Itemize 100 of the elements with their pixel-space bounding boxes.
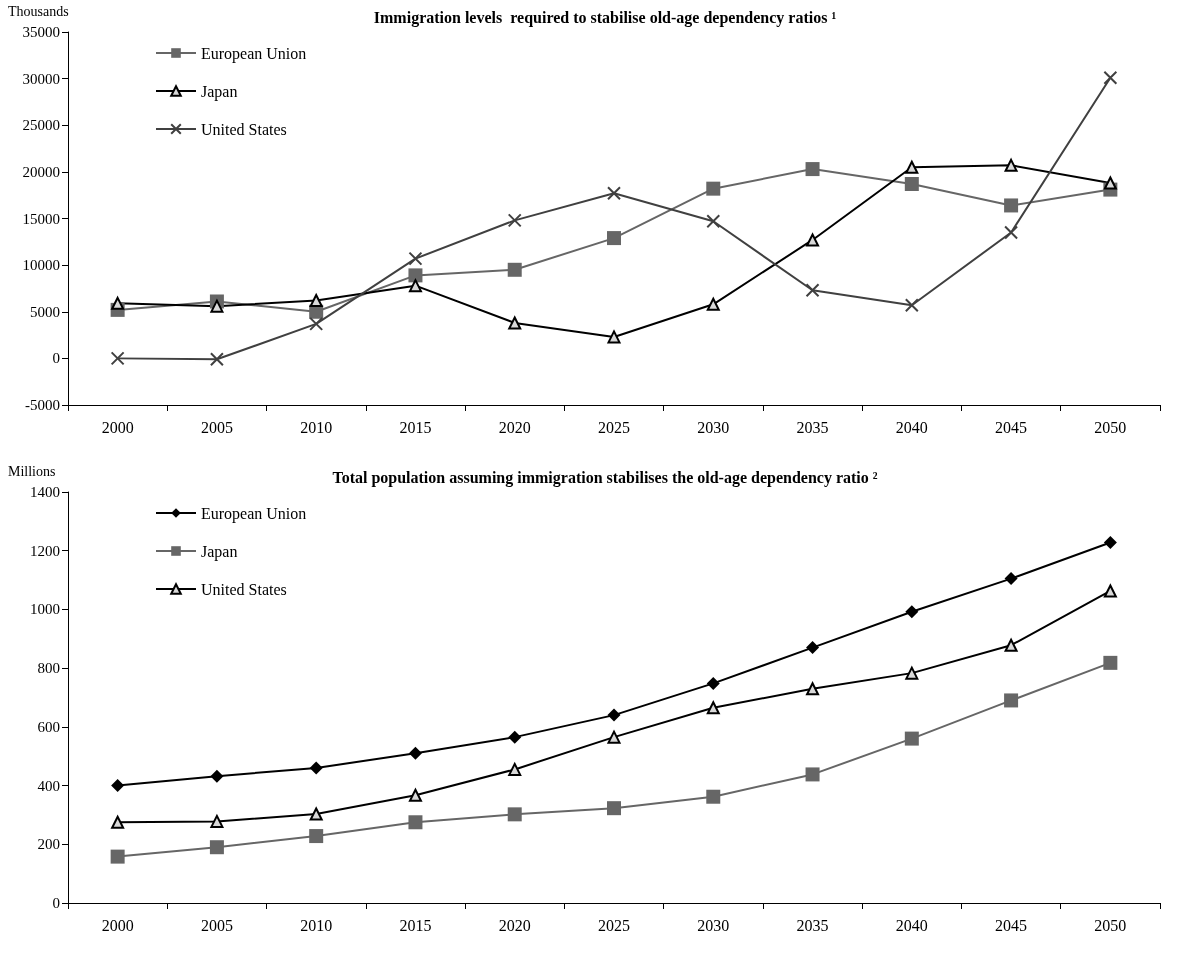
point [309, 807, 323, 821]
point [508, 762, 522, 776]
point [905, 160, 919, 174]
x-tick-label: 2020 [498, 418, 531, 436]
legend-label: United States [201, 580, 287, 598]
point [905, 666, 919, 680]
y-tick-label: -5000 [25, 397, 60, 413]
point [607, 730, 621, 744]
x-tick-label: 2005 [200, 418, 233, 436]
legend-label: European Union [201, 504, 307, 523]
point [110, 351, 125, 366]
chart-title: Immigration levels required to stabilise old-age dependency ratios ¹ [373, 8, 837, 27]
x-tick-label: 2050 [1094, 418, 1127, 436]
point [507, 262, 522, 277]
x-tick-label: 2010 [300, 916, 333, 934]
point [408, 815, 423, 830]
point [309, 829, 324, 844]
point [1103, 584, 1117, 598]
point [706, 214, 721, 229]
legend-label: Japan [201, 542, 238, 561]
x-tick-label: 2040 [895, 916, 928, 934]
y-tick-label: 10000 [22, 257, 60, 274]
x-tick-label: 2025 [598, 916, 630, 934]
x-tick-label: 2000 [101, 916, 134, 934]
point [209, 352, 224, 367]
chart-title: Total population assuming immigration stabilises the old-age dependency ratio ² [332, 468, 878, 487]
point [1004, 158, 1018, 172]
point [706, 789, 721, 804]
point [806, 641, 820, 655]
point [507, 213, 522, 228]
point [1103, 176, 1117, 190]
x-tick-label: 2050 [1094, 916, 1127, 934]
x-tick-label: 2030 [697, 418, 730, 436]
y-tick-label: 600 [37, 718, 60, 735]
point [904, 731, 919, 746]
point [1103, 535, 1117, 549]
point [309, 294, 323, 308]
point [210, 814, 224, 828]
point [806, 233, 820, 247]
y-axis-title: Thousands [8, 3, 69, 19]
point [408, 268, 423, 283]
point [1004, 638, 1018, 652]
point [805, 162, 820, 177]
legend-label: European Union [201, 44, 307, 63]
y-axis-title: Millions [8, 463, 56, 479]
y-tick-label: 1400 [30, 484, 60, 500]
point [1004, 225, 1019, 240]
x-tick-label: 2000 [101, 418, 134, 436]
y-tick-label: 400 [37, 777, 60, 794]
y-tick-label: 1000 [30, 601, 60, 618]
legend-label: United States [201, 120, 287, 138]
point [706, 181, 721, 196]
y-tick-label: 35000 [22, 24, 60, 40]
point [408, 788, 422, 802]
x-tick-label: 2045 [995, 418, 1028, 436]
point [904, 298, 919, 313]
point [1004, 572, 1018, 586]
x-tick-label: 2035 [796, 418, 829, 436]
point [607, 186, 621, 201]
y-tick-label: 25000 [22, 117, 60, 134]
point [805, 283, 820, 298]
point [1103, 70, 1118, 85]
y-tick-label: 800 [37, 660, 60, 677]
y-tick-label: 1200 [30, 542, 60, 559]
point [408, 746, 422, 760]
point [706, 701, 720, 715]
y-tick-label: 20000 [22, 163, 60, 180]
x-tick-label: 2045 [995, 916, 1028, 934]
point [706, 676, 720, 690]
y-tick-label: 30000 [22, 70, 60, 87]
x-tick-label: 2040 [895, 418, 928, 436]
x-tick-label: 2015 [399, 916, 432, 934]
point [111, 779, 125, 793]
point [904, 177, 919, 191]
point [210, 769, 224, 783]
point [408, 279, 422, 293]
point [1004, 198, 1019, 213]
x-tick-label: 2020 [498, 916, 531, 934]
x-tick-label: 2025 [598, 418, 630, 436]
point [1103, 655, 1118, 670]
point [1004, 693, 1019, 708]
y-tick-label: 200 [37, 836, 60, 853]
point [607, 708, 621, 722]
x-tick-label: 2015 [399, 418, 432, 436]
point [110, 849, 125, 864]
point [111, 296, 125, 310]
y-tick-label: 15000 [22, 210, 60, 227]
point [806, 682, 820, 696]
point [905, 605, 919, 619]
point [508, 730, 522, 744]
point [607, 801, 621, 816]
point [607, 330, 621, 344]
x-tick-label: 2030 [697, 916, 730, 934]
point [805, 767, 820, 782]
point [408, 251, 423, 266]
y-tick-label: 0 [52, 350, 60, 367]
y-tick-label: 5000 [30, 303, 60, 320]
point [209, 840, 224, 855]
point [508, 316, 522, 330]
point [507, 807, 522, 822]
